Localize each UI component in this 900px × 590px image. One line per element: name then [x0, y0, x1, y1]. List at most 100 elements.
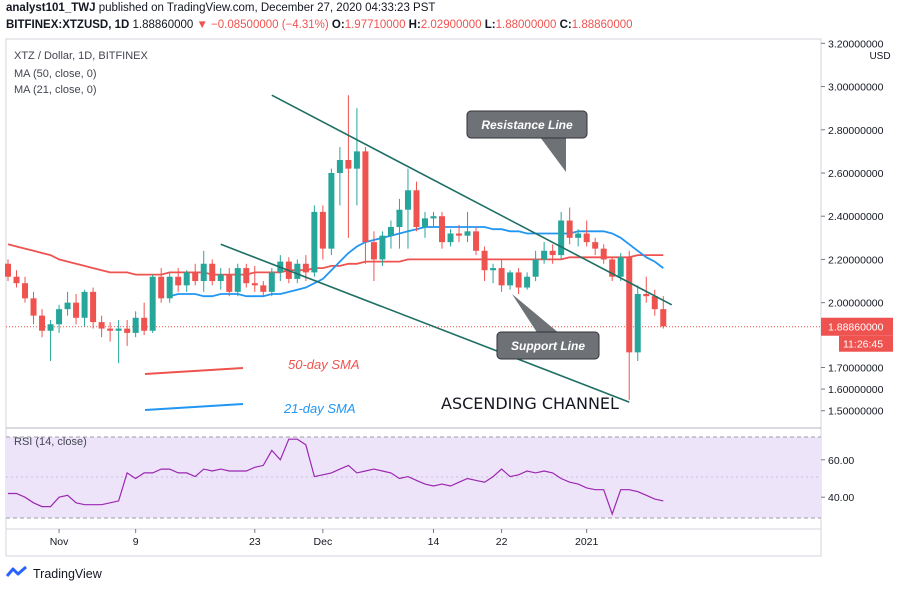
candle-body [175, 276, 182, 286]
candle [30, 291, 37, 325]
candle-body [81, 291, 88, 318]
candle [47, 319, 54, 362]
candle [626, 250, 633, 400]
last-price-badge-label: 1.88860000 [828, 322, 884, 334]
time-tick-label: 9 [133, 536, 139, 548]
tradingview-brand[interactable]: TradingView [5, 564, 102, 584]
low-label: L: [484, 19, 496, 31]
rsi-line [8, 438, 664, 516]
candle-body [226, 274, 233, 292]
ma21-legend: MA (21, close, 0) [14, 84, 97, 96]
last-price-badge [821, 317, 893, 336]
candle [251, 265, 258, 292]
candle-body [626, 257, 633, 353]
resistance-callout-pointer [540, 137, 566, 172]
candle-body [132, 317, 139, 333]
candle-body [566, 220, 573, 238]
candle [268, 268, 275, 297]
candle [532, 250, 539, 282]
candle-body [549, 250, 556, 256]
candle [243, 263, 250, 288]
candle-body [643, 294, 650, 297]
close-value: 1.88860000 [571, 19, 633, 31]
candle [575, 229, 582, 247]
candle [549, 244, 556, 264]
open-value: 1.97710000 [344, 19, 406, 31]
candle [387, 220, 394, 249]
ma50-legend: MA (50, close, 0) [14, 68, 97, 80]
candle [634, 285, 641, 362]
sma50-legend-line [144, 367, 244, 375]
candle [541, 242, 548, 264]
currency-label: USD [869, 51, 890, 62]
rsi-tick-label: 40.00 [828, 492, 854, 504]
candle-body [73, 302, 80, 318]
candle-body [243, 268, 250, 284]
price-tick-label: 2.00000000 [828, 298, 884, 310]
candle [166, 272, 173, 303]
candle [90, 287, 97, 329]
candle [5, 259, 11, 282]
candle-body [192, 272, 199, 282]
candle [98, 315, 105, 338]
time-tick-label: Dec [314, 536, 333, 548]
candle [149, 274, 156, 333]
sma50-legend-label: 50-day SMA [288, 357, 360, 372]
candle-body [98, 322, 105, 329]
publish-info: analyst101_TWJ published on TradingView.… [6, 2, 435, 14]
high-label: H: [408, 19, 421, 31]
channel-lines[interactable] [220, 94, 673, 403]
candle-body [379, 235, 386, 260]
candle-body [107, 328, 114, 331]
resistance-callout-label: Resistance Line [481, 118, 573, 132]
candle [456, 224, 463, 243]
rsi-axis[interactable]: 60.00 40.00 [821, 455, 854, 504]
candle [73, 294, 80, 325]
candle-body [183, 272, 190, 286]
low-value: 1.88000000 [495, 19, 557, 31]
candle-body [200, 263, 207, 282]
candle-body [447, 233, 454, 243]
support-line [220, 243, 630, 403]
candle-body [524, 276, 531, 288]
candle [421, 211, 428, 238]
candle [439, 211, 446, 249]
candle [353, 108, 360, 206]
candle-body [609, 259, 616, 277]
rsi-band [6, 437, 821, 518]
candle-body [268, 272, 275, 292]
publish-text: published on TradingView.com, December 2… [98, 2, 436, 14]
candle [370, 231, 377, 282]
candle [158, 268, 165, 303]
candle [566, 207, 573, 245]
price-tick-label: 2.40000000 [828, 211, 884, 223]
candle-body [490, 268, 497, 271]
candle [39, 309, 46, 338]
time-tick-label: 23 [249, 536, 261, 548]
candle-body [311, 211, 318, 273]
time-tick-label: 14 [428, 536, 440, 548]
sma21-legend-line [144, 403, 244, 411]
candle-body [481, 250, 488, 271]
candle [617, 252, 624, 282]
candle-body [13, 276, 20, 284]
price-tick-label: 3.20000000 [828, 38, 884, 50]
time-axis[interactable]: Nov 9 23 Dec 14 22 2021 [50, 529, 599, 548]
candle-body [166, 276, 173, 299]
candle-body [336, 160, 343, 173]
resistance-line [271, 94, 673, 306]
tradingview-logo-icon [5, 565, 28, 583]
candle [56, 304, 63, 333]
candle [209, 259, 216, 286]
candle [345, 95, 352, 238]
candle-body [507, 272, 514, 286]
candle [583, 220, 590, 247]
candle-body [600, 248, 607, 260]
author-name[interactable]: analyst101_TWJ [6, 2, 96, 14]
candle [132, 311, 139, 338]
support-callout-pointer [512, 294, 560, 334]
rsi-tick-label: 60.00 [828, 455, 854, 467]
candle-body [345, 160, 352, 169]
brand-text: TradingView [33, 567, 102, 581]
